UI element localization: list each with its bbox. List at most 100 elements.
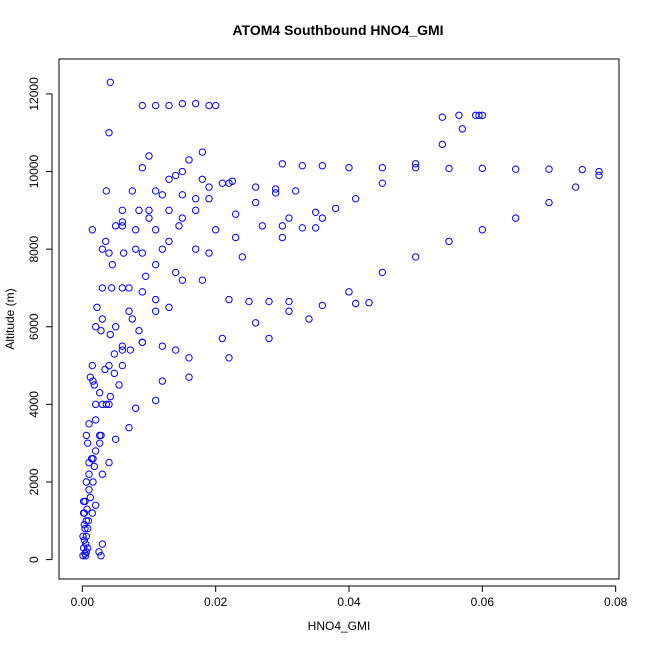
data-point xyxy=(81,497,89,506)
data-point xyxy=(151,187,160,195)
data-point xyxy=(91,400,100,409)
data-point xyxy=(101,237,110,246)
data-point xyxy=(165,206,173,215)
data-point xyxy=(178,191,187,199)
data-point xyxy=(106,330,115,339)
data-point xyxy=(175,222,183,230)
data-point xyxy=(438,113,447,121)
data-point xyxy=(125,284,133,292)
data-point xyxy=(545,165,553,173)
x-tick-label: 0.04 xyxy=(337,595,361,609)
y-tick-label: 8000 xyxy=(27,235,41,262)
data-point xyxy=(225,354,233,362)
data-point xyxy=(125,423,133,432)
data-point xyxy=(595,171,603,180)
data-point xyxy=(345,163,353,172)
data-point xyxy=(291,187,300,195)
y-axis: 0 2000 4000 6000 8000 10000 12000 xyxy=(27,77,53,563)
data-point xyxy=(511,165,520,173)
data-point xyxy=(97,431,105,440)
x-axis: 0.00 0.02 0.04 0.06 0.08 xyxy=(71,585,628,609)
data-point xyxy=(86,373,95,381)
data-point xyxy=(478,226,487,234)
data-point xyxy=(85,470,93,478)
data-point xyxy=(91,416,100,424)
data-point xyxy=(91,501,100,509)
data-point xyxy=(455,111,463,119)
data-point xyxy=(225,179,233,187)
data-point xyxy=(218,334,227,343)
data-point xyxy=(91,323,100,331)
data-point xyxy=(218,179,227,187)
data-point xyxy=(191,245,200,253)
data-point xyxy=(298,162,307,170)
data-point xyxy=(271,185,280,193)
data-point xyxy=(89,455,97,463)
data-point xyxy=(98,315,107,323)
data-point xyxy=(205,183,213,191)
data-point xyxy=(95,439,104,447)
data-point xyxy=(278,160,287,168)
data-point xyxy=(126,346,135,354)
data-point xyxy=(83,439,92,447)
data-point xyxy=(191,195,200,203)
data-point xyxy=(475,111,483,119)
data-point xyxy=(311,208,320,216)
data-point xyxy=(115,381,123,389)
data-point xyxy=(411,253,420,261)
data-point xyxy=(128,187,137,195)
data-point xyxy=(351,195,360,203)
data-point xyxy=(251,198,260,207)
data-point xyxy=(105,129,113,137)
data-point xyxy=(93,303,101,312)
data-point xyxy=(118,342,127,350)
data-point xyxy=(205,249,213,257)
data-point xyxy=(131,226,140,234)
data-point xyxy=(298,224,307,232)
data-point xyxy=(245,297,253,306)
data-point xyxy=(458,125,467,133)
data-point xyxy=(478,111,487,119)
data-point xyxy=(82,517,91,525)
data-point xyxy=(318,214,327,222)
data-point xyxy=(331,204,340,213)
data-point xyxy=(131,404,140,412)
data-point xyxy=(81,524,89,533)
y-tick-label: 4000 xyxy=(27,391,41,418)
data-point xyxy=(125,307,133,315)
y-tick-label: 2000 xyxy=(27,468,41,495)
data-point xyxy=(198,276,207,284)
x-tick-label: 0.00 xyxy=(71,595,95,609)
data-points xyxy=(79,78,603,560)
data-point xyxy=(118,218,127,226)
data-point xyxy=(119,249,128,257)
data-point xyxy=(378,163,387,172)
data-point xyxy=(285,214,293,222)
data-point xyxy=(258,222,267,230)
data-point xyxy=(111,323,120,331)
data-point xyxy=(145,206,153,215)
data-point xyxy=(445,164,453,173)
data-point xyxy=(80,520,89,529)
data-point xyxy=(318,301,327,310)
data-point xyxy=(278,233,287,242)
data-point xyxy=(86,493,95,502)
data-point xyxy=(118,206,127,215)
data-point xyxy=(165,303,173,312)
data-point xyxy=(165,175,173,184)
data-point xyxy=(318,162,327,170)
data-point xyxy=(138,163,147,172)
data-point xyxy=(198,175,207,184)
data-point xyxy=(111,222,120,230)
data-point xyxy=(411,163,420,172)
data-point xyxy=(98,245,107,253)
data-point xyxy=(151,307,160,315)
data-point xyxy=(79,544,88,552)
data-point xyxy=(98,540,107,548)
data-point xyxy=(271,189,280,197)
data-point xyxy=(89,478,97,486)
data-point xyxy=(118,222,127,230)
data-point xyxy=(171,268,180,277)
data-point xyxy=(97,326,105,335)
data-point xyxy=(111,435,120,443)
